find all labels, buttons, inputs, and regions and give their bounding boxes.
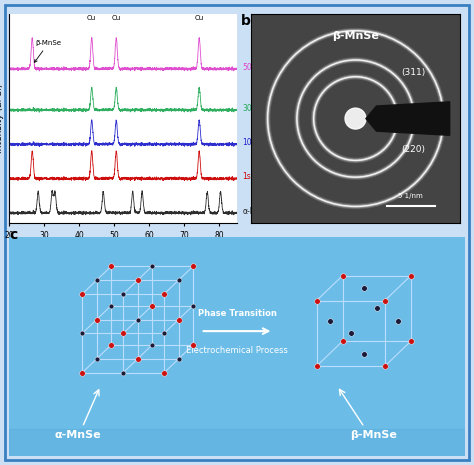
Text: α-MnSe: α-MnSe xyxy=(242,207,271,216)
Text: Cu: Cu xyxy=(87,15,96,21)
Text: β-MnSe: β-MnSe xyxy=(350,430,397,440)
Text: 5 1/nm: 5 1/nm xyxy=(398,193,422,199)
Text: b: b xyxy=(240,14,250,28)
Text: α-MnSe: α-MnSe xyxy=(55,430,101,440)
Text: (220): (220) xyxy=(401,146,426,154)
Circle shape xyxy=(345,108,366,129)
Text: Cu: Cu xyxy=(111,15,121,21)
Text: β-MnSe: β-MnSe xyxy=(35,40,62,62)
Y-axis label: Intensity (a. u.): Intensity (a. u.) xyxy=(0,84,4,153)
Text: Cu: Cu xyxy=(194,15,204,21)
Text: Electrochemical Process: Electrochemical Process xyxy=(186,346,288,355)
Text: 1st: 1st xyxy=(242,173,254,181)
Text: Phase Transition: Phase Transition xyxy=(198,309,276,318)
Text: c: c xyxy=(9,228,17,242)
Text: (111): (111) xyxy=(401,118,426,127)
X-axis label: 2 theta (deg.): 2 theta (deg.) xyxy=(92,246,155,254)
Text: 100th: 100th xyxy=(242,138,265,147)
Text: (311): (311) xyxy=(401,68,426,77)
Bar xyxy=(9,430,465,456)
Text: 500th: 500th xyxy=(242,63,265,72)
Polygon shape xyxy=(366,102,450,135)
Text: β-MnSe: β-MnSe xyxy=(332,31,379,41)
Text: 300th: 300th xyxy=(242,104,265,113)
